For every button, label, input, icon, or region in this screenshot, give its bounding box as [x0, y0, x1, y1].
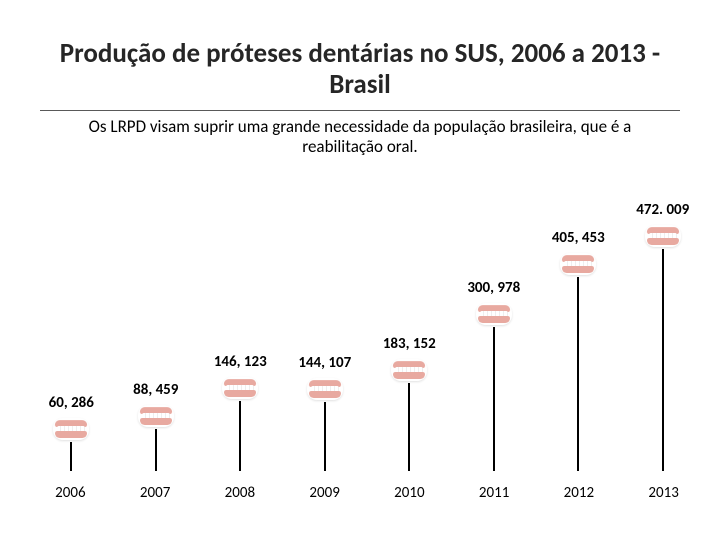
value-label: 183, 152: [383, 335, 436, 353]
x-tick-label: 2009: [282, 472, 367, 512]
x-tick-label: 2006: [28, 472, 113, 512]
bar-chart: 60, 286 88, 459 146, 123 144, 107 183, 152 30…: [28, 200, 706, 512]
bar-column: 405, 453: [536, 201, 621, 471]
denture-icon: [53, 418, 89, 440]
bar-column: 60, 286: [29, 201, 114, 471]
bar: [70, 442, 72, 471]
denture-icon: [645, 225, 681, 247]
subtitle: Os LRPD visam suprir uma grande necessid…: [0, 117, 720, 158]
title-divider: [40, 110, 680, 111]
value-label: 300, 978: [467, 279, 520, 297]
bar-column: 146, 123: [198, 201, 283, 471]
x-axis: 20062007200820092010201120122013: [28, 472, 706, 512]
value-label: 472. 009: [636, 201, 689, 219]
chart-container: 60, 286 88, 459 146, 123 144, 107 183, 152 30…: [28, 200, 706, 512]
bar: [155, 429, 157, 471]
bar: [324, 402, 326, 471]
denture-icon: [476, 303, 512, 325]
bar-column: 88, 459: [114, 201, 199, 471]
bar: [662, 249, 664, 471]
denture-icon: [307, 378, 343, 400]
x-tick-label: 2007: [113, 472, 198, 512]
bars-row: 60, 286 88, 459 146, 123 144, 107 183, 152 30…: [29, 201, 705, 471]
x-tick-label: 2010: [367, 472, 452, 512]
x-tick-label: 2013: [621, 472, 706, 512]
bar: [408, 383, 410, 471]
x-tick-label: 2011: [452, 472, 537, 512]
bar: [239, 401, 241, 471]
value-label: 60, 286: [49, 394, 94, 412]
x-tick-label: 2008: [198, 472, 283, 512]
page-title: Produção de próteses dentárias no SUS, 2…: [0, 0, 720, 106]
value-label: 144, 107: [298, 354, 351, 372]
denture-icon: [560, 253, 596, 275]
bar-column: 472. 009: [621, 201, 706, 471]
x-tick-label: 2012: [537, 472, 622, 512]
bar-column: 183, 152: [367, 201, 452, 471]
slide: Produção de próteses dentárias no SUS, 2…: [0, 0, 720, 540]
bar-column: 144, 107: [283, 201, 368, 471]
value-label: 146, 123: [214, 353, 267, 371]
plot-area: 60, 286 88, 459 146, 123 144, 107 183, 152 30…: [28, 200, 706, 472]
value-label: 405, 453: [552, 229, 605, 247]
denture-icon: [138, 405, 174, 427]
bar: [493, 327, 495, 471]
denture-icon: [391, 359, 427, 381]
bar-column: 300, 978: [452, 201, 537, 471]
bar: [577, 277, 579, 471]
value-label: 88, 459: [133, 381, 178, 399]
denture-icon: [222, 377, 258, 399]
